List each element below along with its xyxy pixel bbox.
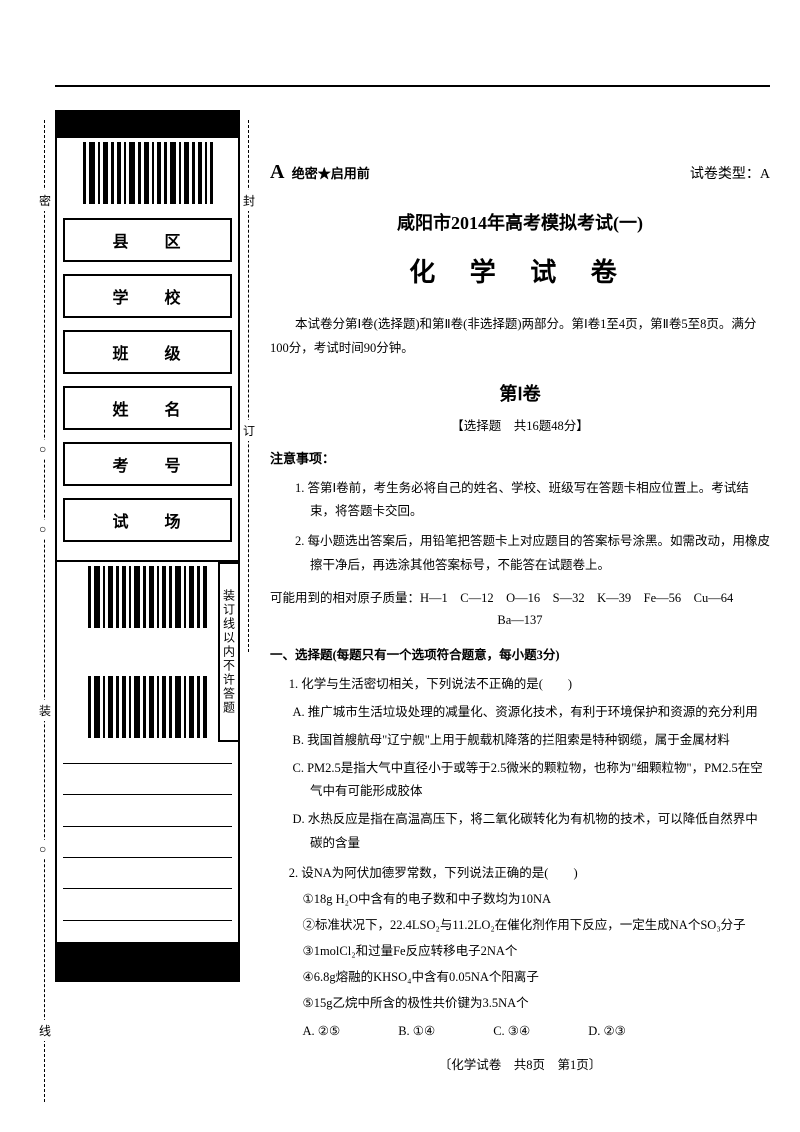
- dash-char: 订: [243, 420, 255, 441]
- field-room[interactable]: 试 场: [63, 498, 232, 542]
- q2-i2: ②标准状况下，22.4LSO₂与11.2LO₂在催化剂作用下反应，一定生成NA个…: [270, 915, 770, 937]
- q2-stem: 2. 设NA为阿伏加德罗常数，下列说法正确的是( ): [270, 862, 770, 886]
- header-row: A 绝密★启用前 试卷类型：A: [270, 155, 770, 190]
- field-exam-no[interactable]: 考 号: [63, 442, 232, 486]
- q2-opt-c: C. ③④: [493, 1021, 530, 1043]
- section-heading: 一、选择题(每题只有一个选项符合题意，每小题3分): [270, 645, 770, 667]
- no-answer-warning-box: 装订线以内不许答题: [218, 562, 240, 742]
- dash-char: 线: [39, 1020, 51, 1041]
- no-answer-warning: 装订线以内不许答题: [221, 589, 238, 715]
- right-dash-line: 封 订: [248, 120, 249, 652]
- q2-i4: ④6.8g熔融的KHSO₄中含有0.05NA个阳离子: [270, 967, 770, 989]
- volume-note: 【选择题 共16题48分】: [270, 416, 770, 438]
- answer-sheet-sidebar: 县 区 学 校 班 级 姓 名 考 号 试 场 装订线以内不许答题: [55, 110, 240, 1100]
- field-county[interactable]: 县 区: [63, 218, 232, 262]
- field-name[interactable]: 姓 名: [63, 386, 232, 430]
- barcode-top: [55, 138, 240, 208]
- q1-opt-d: D. 水热反应是指在高温高压下，将二氧化碳转化为有机物的技术，可以降低自然界中碳…: [270, 808, 770, 856]
- notice-item-1: 1. 答第Ⅰ卷前，考生务必将自己的姓名、学校、班级写在答题卡相应位置上。考试结束…: [285, 477, 770, 525]
- atomic-masses-1: 可能用到的相对原子质量：H—1 C—12 O—16 S—32 K—39 Fe—5…: [270, 588, 770, 610]
- q2-i1: ①18g H₂O中含有的电子数和中子数均为10NA: [270, 889, 770, 911]
- intro-text: 本试卷分第Ⅰ卷(选择题)和第Ⅱ卷(非选择题)两部分。第Ⅰ卷1至4页，第Ⅱ卷5至8…: [270, 313, 770, 361]
- atomic-masses-2: Ba—137: [270, 610, 770, 632]
- main-content: A 绝密★启用前 试卷类型：A 咸阳市2014年高考模拟考试(一) 化 学 试 …: [270, 155, 770, 1076]
- dash-char: 装: [39, 700, 51, 721]
- dash-char: ○: [39, 520, 46, 539]
- page-footer: 〔化学试卷 共8页 第1页〕: [270, 1055, 770, 1077]
- subject-title: 化 学 试 卷: [270, 250, 770, 296]
- barcode-mid: 装订线以内不许答题: [55, 562, 240, 742]
- q2-options-row: A. ②⑤ B. ①④ C. ③④ D. ②③: [270, 1021, 770, 1043]
- notice-item-2: 2. 每小题选出答案后，用铅笔把答题卡上对应题目的答案标号涂黑。如需改动，用橡皮…: [285, 530, 770, 578]
- variant-label: A: [270, 161, 284, 183]
- left-dash-line: 密 ○ ○ 装 ○ 线: [44, 120, 45, 1102]
- student-info-zone: 县 区 学 校 班 级 姓 名 考 号 试 场: [55, 208, 240, 562]
- exam-title: 咸阳市2014年高考模拟考试(一): [270, 208, 770, 240]
- dash-char: ○: [39, 840, 46, 859]
- q2-i5: ⑤15g乙烷中所含的极性共价键为3.5NA个: [270, 993, 770, 1015]
- volume-title: 第Ⅰ卷: [270, 379, 770, 411]
- notice-heading: 注意事项：: [270, 448, 770, 471]
- dash-char: 封: [243, 190, 255, 211]
- q2-opt-d: D. ②③: [588, 1021, 626, 1043]
- header-left: A 绝密★启用前: [270, 155, 370, 190]
- q1-opt-a: A. 推广城市生活垃圾处理的减量化、资源化技术，有利于环境保护和资源的充分利用: [270, 701, 770, 725]
- q2-opt-b: B. ①④: [398, 1021, 435, 1043]
- q1-opt-c: C. PM2.5是指大气中直径小于或等于2.5微米的颗粒物，也称为"细颗粒物"，…: [270, 757, 770, 805]
- field-class[interactable]: 班 级: [63, 330, 232, 374]
- top-rule: [55, 85, 770, 87]
- sidebar-rule-lines: [55, 742, 240, 942]
- q1-stem: 1. 化学与生活密切相关，下列说法不正确的是( ): [270, 673, 770, 697]
- side-black-bar-bottom: [55, 942, 240, 982]
- paper-type: 试卷类型：A: [690, 163, 770, 188]
- q2-opt-a: A. ②⑤: [303, 1021, 341, 1043]
- side-black-bar-top: [55, 110, 240, 138]
- field-school[interactable]: 学 校: [63, 274, 232, 318]
- q1-opt-b: B. 我国首艘航母"辽宁舰"上用于舰载机降落的拦阻索是特种钢缆，属于金属材料: [270, 729, 770, 753]
- secret-label: 绝密★启用前: [292, 166, 370, 181]
- q2-i3: ③1molCl₂和过量Fe反应转移电子2NA个: [270, 941, 770, 963]
- dash-char: 密: [39, 190, 51, 211]
- dash-char: ○: [39, 440, 46, 459]
